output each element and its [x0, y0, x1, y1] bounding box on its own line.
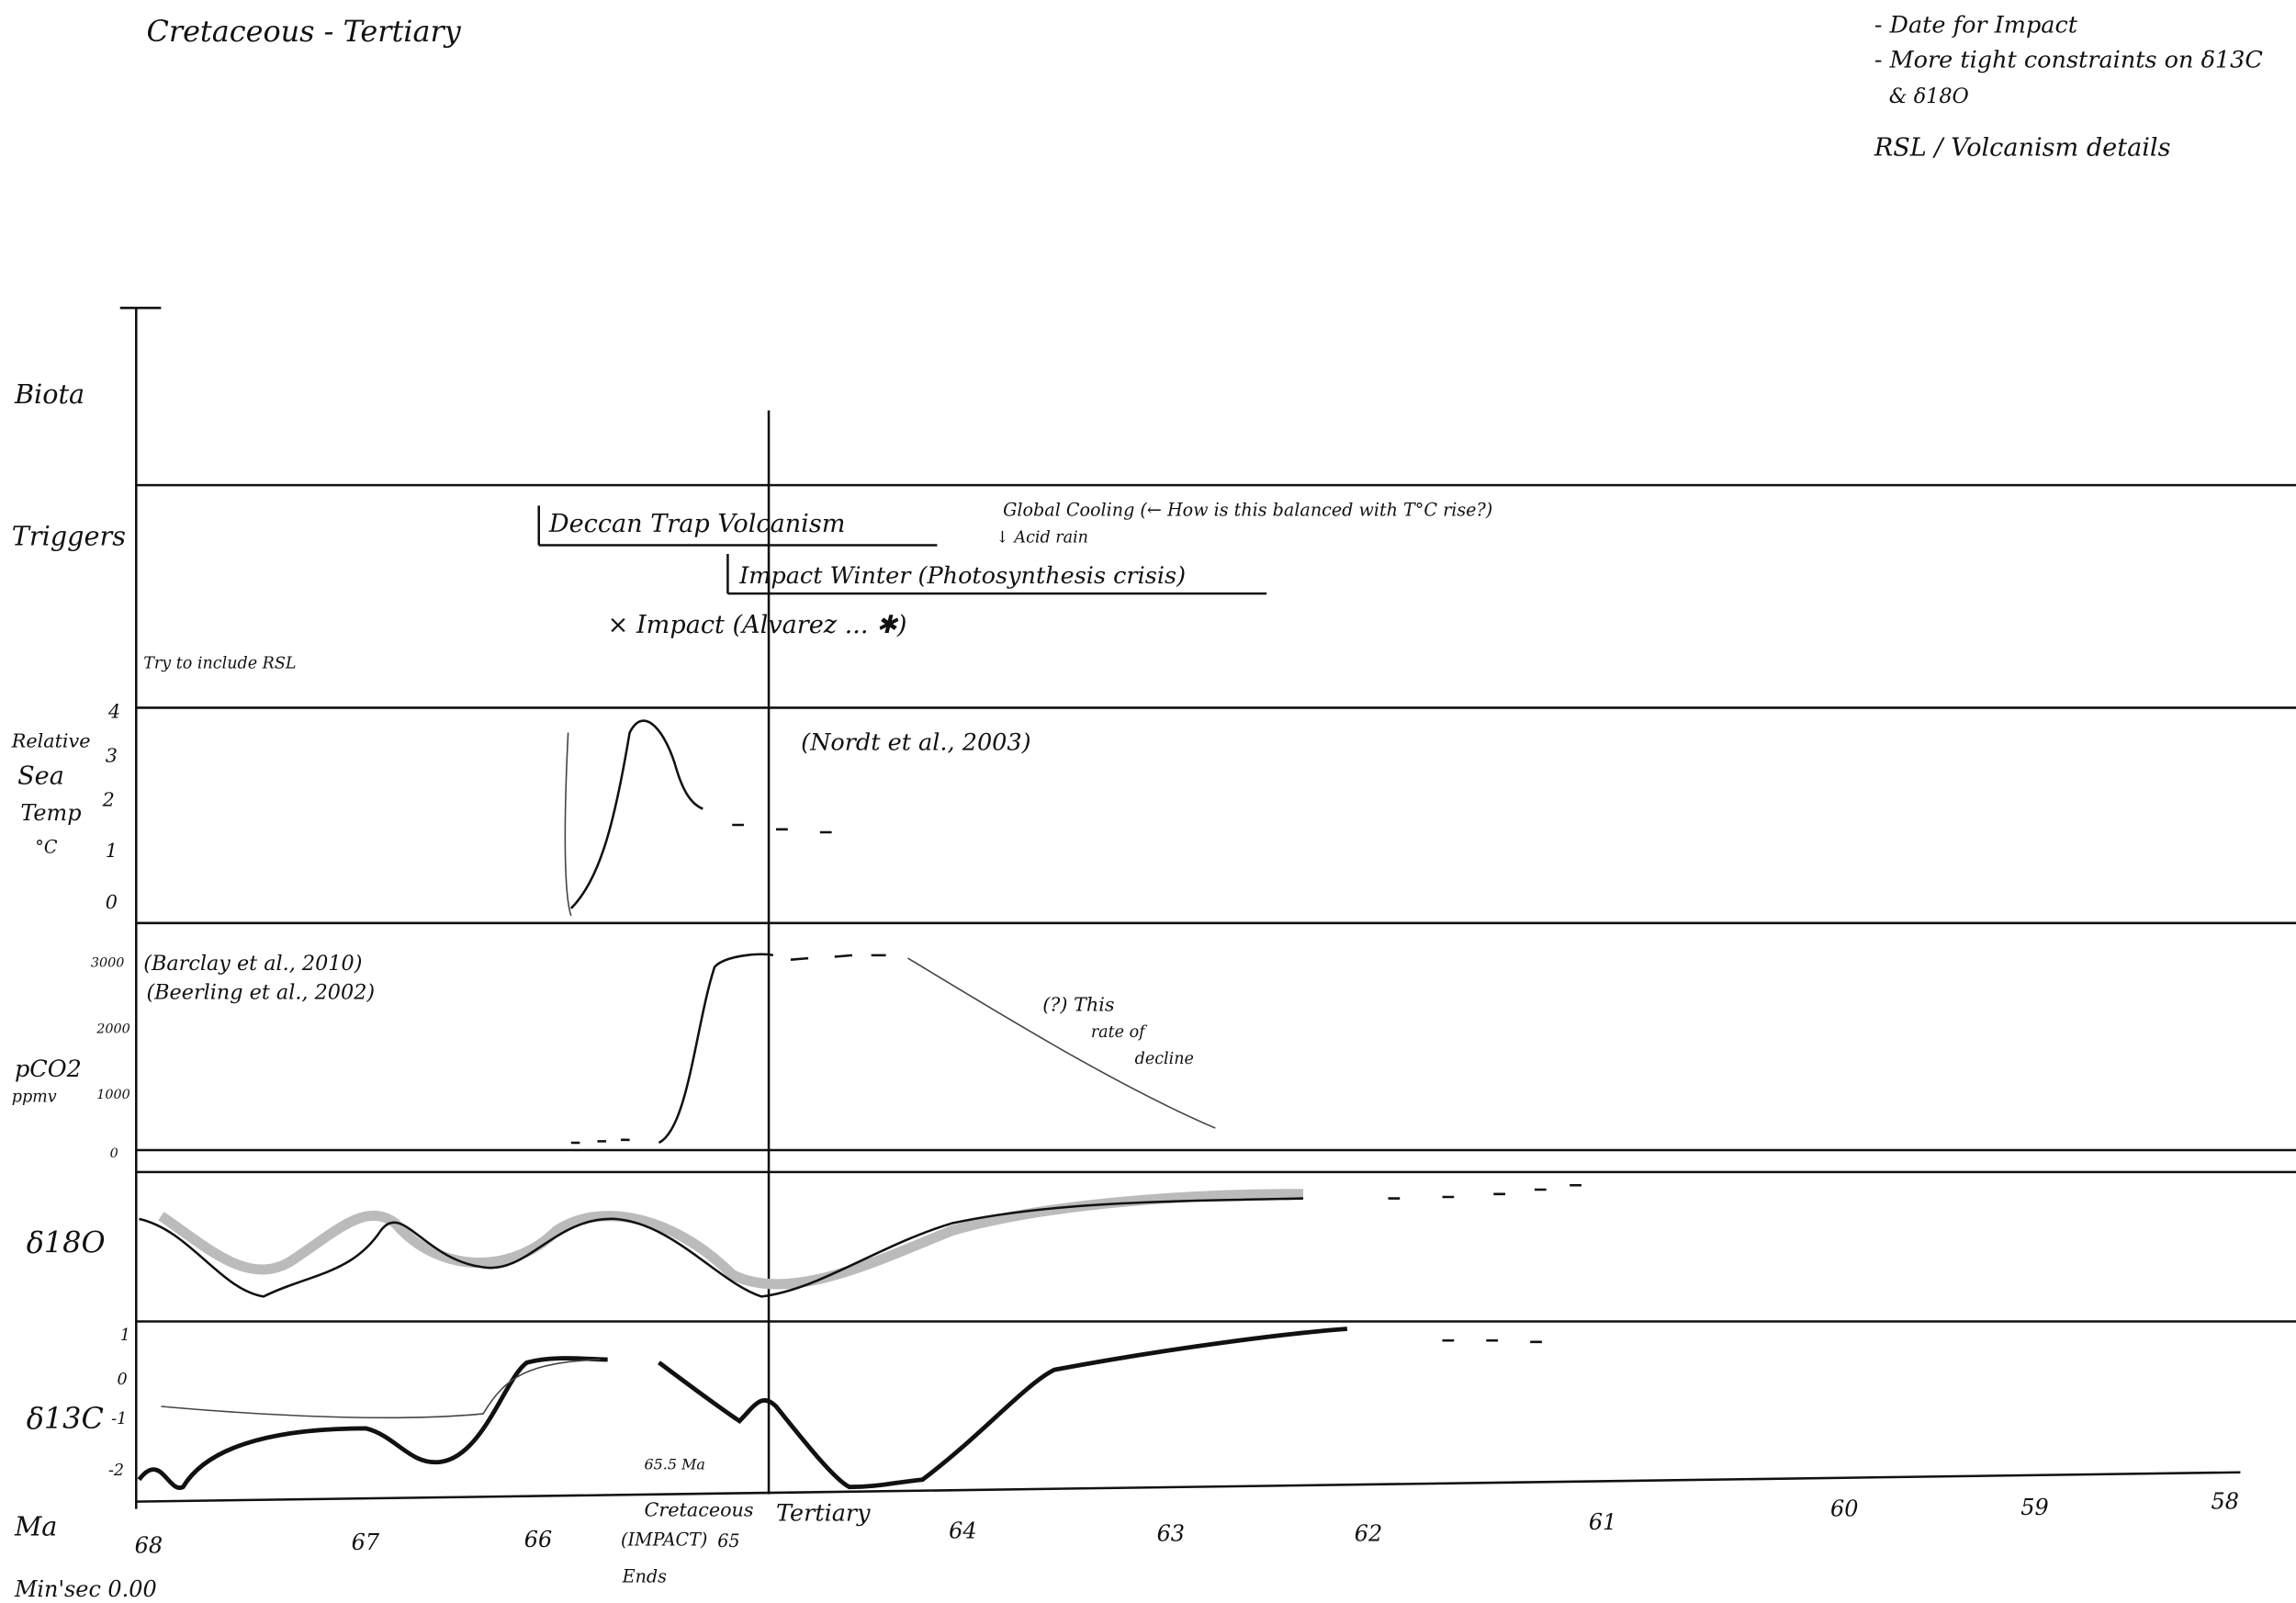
tick-label: 0 — [118, 1371, 128, 1389]
tick-label: 1 — [120, 1326, 130, 1345]
panel-label: Min'sec 0.00 — [14, 1576, 157, 1602]
annotation: (Beerling et al., 2002) — [146, 981, 375, 1005]
tick-label: 67 — [352, 1530, 380, 1555]
panel-label: ppmv — [12, 1088, 57, 1106]
frame — [119, 306, 2296, 1509]
tick-label: 58 — [2212, 1489, 2239, 1515]
annotation: Cretaceous — [645, 1499, 754, 1521]
trigger: ↓ Acid rain — [996, 528, 1088, 547]
note: RSL / Volcanism details — [1874, 133, 2171, 162]
annotation: 65.5 Ma — [645, 1456, 705, 1473]
tick-label: 61 — [1589, 1509, 1616, 1535]
tick-label: 62 — [1355, 1521, 1382, 1547]
panel-label: pCO2 — [15, 1055, 82, 1083]
tick-label: 3 — [106, 744, 118, 766]
annotation: (IMPACT) — [621, 1529, 707, 1550]
tick-label: 59 — [2020, 1495, 2048, 1520]
labels: Cretaceous - Tertiary - Date for Impact … — [11, 11, 2264, 1602]
panel-label: Relative — [11, 730, 91, 752]
tick-label: 1 — [106, 840, 118, 862]
tick-label: 0 — [110, 1146, 118, 1161]
trigger: Global Cooling (← How is this balanced w… — [1003, 500, 1492, 521]
tick-label: 68 — [135, 1532, 163, 1558]
panel-label: Triggers — [12, 520, 126, 551]
panel-label: Ma — [14, 1510, 57, 1541]
annotation: (Barclay et al., 2010) — [143, 952, 362, 976]
annotation: decline — [1135, 1050, 1194, 1068]
trigger: × Impact (Alvarez ... ✱) — [608, 611, 907, 639]
annotation: Ends — [622, 1565, 668, 1586]
panel-label: Biota — [14, 378, 84, 410]
annotation: (Nordt et al., 2003) — [801, 729, 1030, 757]
tick-label: 2 — [102, 788, 115, 810]
trigger-bars — [537, 505, 1267, 595]
note: - More tight constraints on δ13C — [1874, 47, 2264, 74]
panel-label: °C — [35, 836, 58, 857]
tick-label: 4 — [107, 701, 120, 723]
annotation: rate of — [1091, 1023, 1148, 1042]
note: & δ18O — [1889, 85, 1969, 108]
curves — [137, 719, 1581, 1490]
tick-label: 64 — [949, 1518, 976, 1543]
trigger: Impact Winter (Photosynthesis crisis) — [738, 562, 1186, 590]
tick-label: 0 — [106, 891, 118, 913]
annotation: Try to include RSL — [143, 654, 296, 672]
tick-label: 63 — [1157, 1521, 1185, 1547]
panel-label: Sea — [17, 762, 64, 790]
panel-label: Temp — [20, 800, 81, 826]
title: Cretaceous - Tertiary — [146, 14, 461, 49]
tick-label: 2000 — [96, 1022, 129, 1036]
tick-label: -2 — [108, 1462, 124, 1480]
annotation: Tertiary — [776, 1499, 871, 1527]
panel-label: δ13C — [27, 1401, 104, 1436]
tick-label: 1000 — [96, 1088, 129, 1102]
tick-label: 60 — [1830, 1496, 1858, 1522]
annotation: 65 — [717, 1530, 739, 1552]
trigger: Deccan Trap Volcanism — [548, 510, 846, 538]
tick-label: -1 — [111, 1410, 127, 1428]
annotation: (?) This — [1042, 993, 1114, 1015]
tick-label: 3000 — [91, 956, 124, 971]
panel-label: δ18O — [27, 1225, 106, 1260]
tick-label: 66 — [524, 1527, 552, 1552]
note: - Date for Impact — [1874, 11, 2078, 39]
